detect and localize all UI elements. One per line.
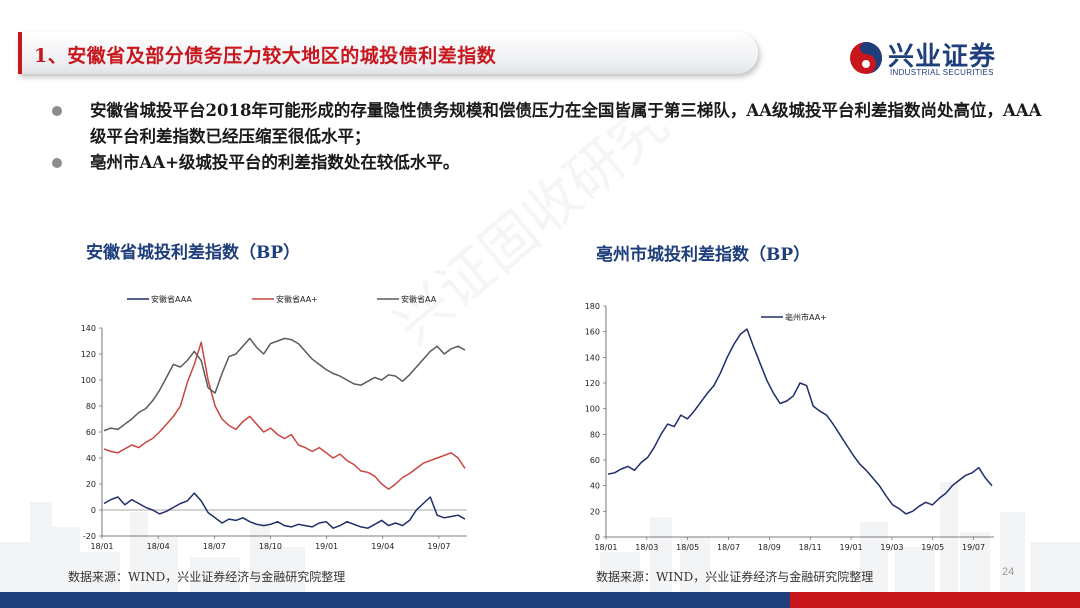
logo-english: INDUSTRIAL SECURITIES	[890, 68, 994, 77]
right-chart-title: 亳州市城投利差指数（BP）	[596, 245, 811, 265]
y-tick-label: 160	[585, 328, 600, 337]
y-tick-label: 40	[86, 454, 96, 463]
footer-blue-bar	[0, 592, 790, 608]
bullet-list: 安徽省城投平台2018年可能形成的存量隐性债务规模和偿债压力在全国皆属于第三梯队…	[52, 98, 1042, 176]
legend-label: 亳州市AA+	[785, 312, 827, 322]
x-tick-label: 18/05	[676, 543, 699, 552]
x-tick-label: 18/04	[147, 542, 170, 551]
right-source-note: 数据来源：WIND，兴业证券经济与金融研究院整理	[596, 570, 874, 584]
legend-label: 安徽省AA+	[276, 294, 318, 304]
left-chart: -20 0 20 40 60 80 100 120 140 18/01 18/04 18/07 18/1…	[81, 294, 467, 551]
y-tick-label: 40	[590, 482, 600, 491]
x-tick-label: 18/01	[90, 542, 113, 551]
y-tick-label: 120	[81, 350, 96, 359]
x-tick-label: 18/01	[594, 543, 617, 552]
y-tick-label: 100	[81, 376, 96, 385]
bullet-item: 安徽省城投平台2018年可能形成的存量隐性债务规模和偿债压力在全国皆属于第三梯队…	[52, 98, 1042, 150]
slide-title-bar: 1、安徽省及部分债务压力较大地区的城投债利差指数	[18, 32, 758, 74]
x-tick-label: 18/03	[635, 543, 658, 552]
legend-label: 安徽省AA	[401, 294, 437, 304]
logo-name: 兴业证券	[888, 42, 997, 72]
bullet-item: 亳州市AA+级城投平台的利差指数处在较低水平。	[52, 150, 1042, 176]
x-tick-label: 19/01	[315, 542, 338, 551]
y-tick-label: 140	[585, 353, 600, 362]
y-tick-label: 60	[86, 428, 96, 437]
logo-icon	[850, 42, 882, 74]
y-tick-label: 100	[585, 405, 600, 414]
y-tick-label: 0	[91, 506, 96, 515]
bullet-dot	[52, 158, 62, 168]
legend-label: 安徽省AAA	[151, 294, 192, 304]
y-tick-label: 0	[595, 533, 600, 542]
x-tick-label: 19/01	[840, 543, 863, 552]
y-tick-label: 120	[585, 379, 600, 388]
skyline-background	[0, 482, 1080, 592]
page-number: 24	[1002, 566, 1015, 578]
x-tick-label: 19/03	[880, 543, 903, 552]
x-tick-label: 18/11	[799, 543, 822, 552]
y-tick-label: 20	[590, 507, 600, 516]
company-logo: 兴业证券 INDUSTRIAL SECURITIES	[848, 36, 1018, 80]
left-chart-title: 安徽省城投利差指数（BP）	[86, 243, 301, 263]
slide-title: 1、安徽省及部分债务压力较大地区的城投债利差指数	[34, 45, 497, 67]
x-tick-label: 18/07	[717, 543, 740, 552]
x-tick-label: 18/07	[203, 542, 226, 551]
series-line	[103, 337, 466, 432]
bullet-text: 安徽省城投平台2018年可能形成的存量隐性债务规模和偿债压力在全国皆属于第三梯队…	[90, 101, 1042, 146]
y-tick-label: 140	[81, 324, 96, 333]
y-tick-label: 80	[590, 430, 600, 439]
y-tick-label: 180	[585, 302, 600, 311]
x-tick-label: 19/07	[962, 543, 985, 552]
x-tick-label: 19/07	[427, 542, 450, 551]
y-tick-label: -20	[83, 532, 96, 541]
x-tick-label: 18/09	[758, 543, 781, 552]
y-tick-label: 80	[86, 402, 96, 411]
y-tick-label: 20	[86, 480, 96, 489]
y-tick-label: 60	[590, 456, 600, 465]
series-line	[103, 341, 466, 490]
series-line	[607, 328, 993, 515]
x-tick-label: 18/10	[259, 542, 282, 551]
x-tick-label: 19/04	[371, 542, 394, 551]
left-source-note: 数据来源：WIND，兴业证券经济与金融研究院整理	[68, 570, 346, 584]
x-tick-label: 19/05	[921, 543, 944, 552]
bullet-text: 亳州市AA+级城投平台的利差指数处在较低水平。	[90, 153, 460, 172]
right-chart: 0 20 40 60 80 100 120 140 160 180 18/01 18/03 18/05 1…	[585, 302, 994, 552]
series-line	[103, 492, 466, 529]
bullet-dot	[52, 106, 62, 116]
